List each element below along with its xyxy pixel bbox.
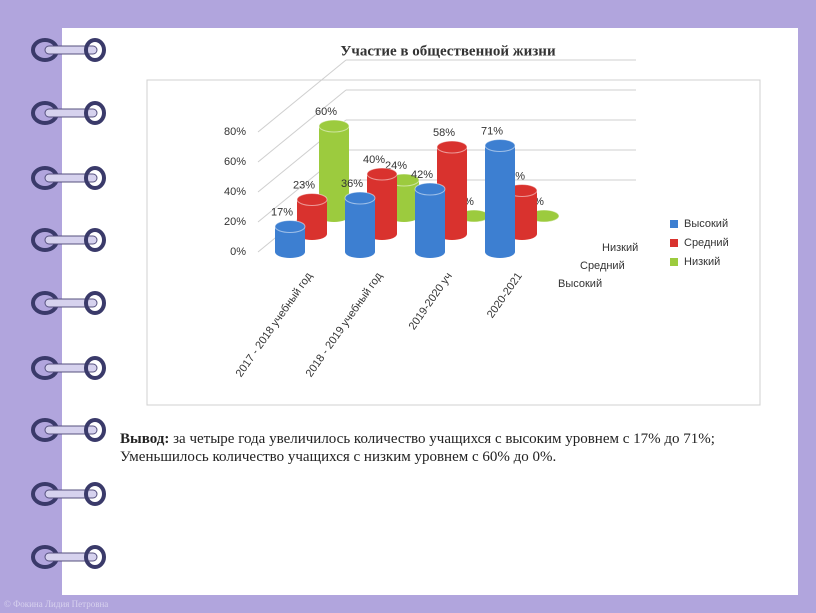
bar-top — [414, 182, 446, 196]
legend-swatch — [670, 220, 678, 228]
bar-top — [344, 191, 376, 205]
y-tick-label: 0% — [230, 246, 246, 258]
y-tick-label: 60% — [224, 156, 246, 168]
grid-line — [257, 89, 347, 163]
depth-label: Высокий — [558, 278, 602, 290]
legend-swatch — [670, 239, 678, 247]
conclusion-label: Вывод: — [120, 431, 170, 447]
bar-top — [484, 139, 516, 152]
legend-label: Средний — [684, 237, 729, 249]
ring — [84, 356, 106, 380]
bar-top — [436, 140, 468, 154]
ring-bar — [44, 363, 98, 373]
ring — [84, 482, 106, 506]
bar-top — [296, 193, 328, 206]
legend-swatch — [670, 258, 678, 266]
bar — [275, 226, 305, 258]
ring-bar — [44, 425, 98, 435]
conclusion: Вывод: за четыре года увеличилось количе… — [120, 430, 770, 466]
depth-label: Низкий — [602, 242, 638, 254]
ring — [84, 418, 106, 442]
ring-bar — [44, 489, 98, 499]
value-label: 23% — [293, 179, 315, 191]
legend-label: Низкий — [684, 256, 720, 268]
ring — [84, 101, 106, 125]
bar — [485, 145, 515, 258]
ring-bar — [44, 235, 98, 245]
bar-top — [274, 220, 306, 233]
value-label: 42% — [411, 169, 433, 181]
value-label: 58% — [433, 127, 455, 139]
legend-label: Высокий — [684, 218, 728, 230]
bar — [415, 189, 445, 258]
footer: © Фокина Лидия Петровна — [4, 599, 109, 609]
value-label: 71% — [481, 125, 503, 137]
ring — [84, 291, 106, 315]
ring — [84, 38, 106, 62]
ring-bar — [44, 298, 98, 308]
depth-label: Средний — [580, 260, 625, 272]
ring-bar — [44, 108, 98, 118]
chart-frame — [146, 79, 761, 406]
ring-bar — [44, 45, 98, 55]
ring-bar — [44, 552, 98, 562]
binder-rings — [31, 38, 106, 569]
bar — [345, 198, 375, 258]
bar-top — [366, 167, 398, 181]
grid-line — [257, 59, 347, 133]
chart-title: Участие в общественной жизни — [340, 43, 556, 59]
y-tick-label: 80% — [224, 126, 246, 138]
value-label: 17% — [271, 206, 293, 218]
ring-bar — [44, 173, 98, 183]
y-tick-label: 40% — [224, 186, 246, 198]
value-label: 40% — [363, 154, 385, 166]
ring — [84, 545, 106, 569]
conclusion-line: Уменьшилось количество учащихся с низким… — [120, 449, 557, 465]
conclusion-line: за четыре года увеличилось количество уч… — [173, 431, 715, 447]
bar-top — [318, 119, 350, 133]
ring — [84, 166, 106, 190]
ring — [84, 228, 106, 252]
value-label: 60% — [315, 106, 337, 118]
value-label: 36% — [341, 178, 363, 190]
y-tick-label: 20% — [224, 216, 246, 228]
